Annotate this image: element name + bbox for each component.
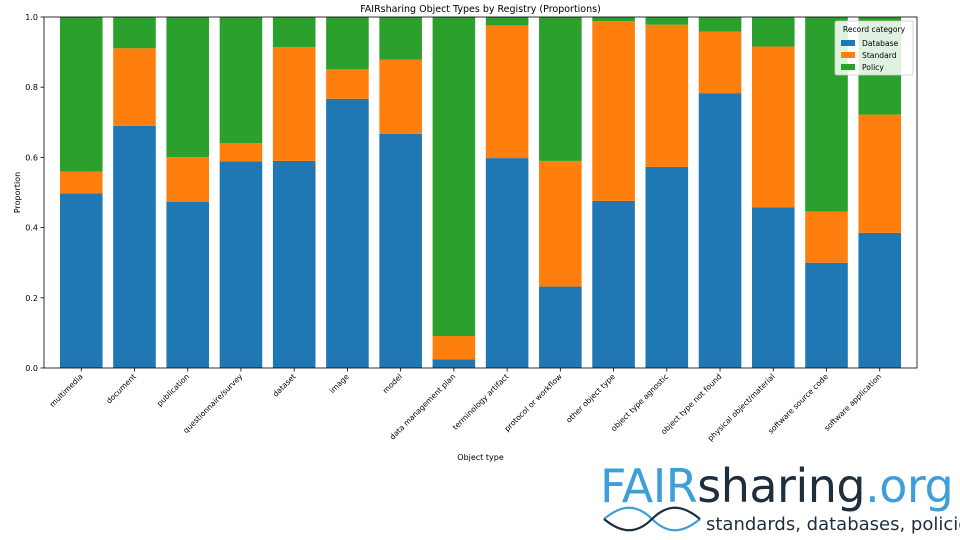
bar-database-13	[751, 207, 795, 368]
x-tick-label: document	[104, 372, 137, 405]
y-tick-label: 0.8	[25, 83, 38, 92]
x-tick-label: software source code	[766, 372, 830, 436]
y-tick-label: 0.4	[25, 224, 38, 233]
bar-database-6	[379, 133, 422, 368]
x-axis-label: Object type	[457, 453, 504, 462]
legend-swatch-standard	[841, 52, 855, 58]
bar-policy-11	[645, 17, 689, 25]
stacked-bar-chart: 0.0 0.2 0.4 0.6 0.8 1.0 multimedia document publ…	[13, 4, 918, 462]
bar-standard-7	[432, 336, 476, 360]
bar-standard-0	[59, 171, 103, 194]
bar-policy-8	[485, 17, 529, 26]
x-tick-label: other object type	[564, 372, 617, 425]
logo-sharing-text: sharing	[697, 459, 866, 513]
y-tick-label: 1.0	[25, 13, 38, 22]
bar-policy-0	[59, 17, 103, 172]
x-tick-label: software application	[822, 372, 883, 433]
legend-swatch-database	[841, 40, 855, 46]
x-tick-label: object type agnostic	[609, 372, 670, 433]
bar-policy-5	[326, 17, 369, 70]
x-tick-label: terminology artifact	[451, 372, 511, 432]
bar-policy-9	[539, 17, 582, 161]
bar-policy-2	[166, 17, 210, 158]
bar-policy-6	[379, 17, 422, 60]
chart-title: FAIRsharing Object Types by Registry (Pr…	[360, 4, 601, 15]
legend-box	[834, 20, 914, 76]
bar-standard-4	[272, 47, 316, 161]
bar-database-7	[432, 359, 476, 368]
bar-standard-15	[858, 114, 902, 233]
logo-wordmark: FAIRsharing.org	[600, 459, 954, 513]
bar-policy-4	[272, 17, 316, 48]
bar-standard-12	[698, 31, 742, 94]
bar-policy-13	[751, 17, 795, 47]
bar-database-1	[113, 125, 156, 368]
bar-database-2	[166, 201, 210, 368]
bar-standard-13	[751, 46, 795, 208]
logo-org-text: .org	[865, 459, 954, 513]
bar-database-8	[485, 158, 529, 368]
legend-swatch-policy	[841, 64, 855, 70]
bar-database-9	[539, 286, 582, 368]
bar-database-4	[272, 160, 316, 368]
y-tick-label: 0.2	[25, 294, 38, 303]
legend-label-standard: Standard	[862, 51, 897, 60]
bar-policy-1	[113, 17, 156, 49]
bar-database-11	[645, 166, 689, 368]
logo-fair-text: FAIR	[600, 459, 698, 513]
x-tick-label: object type not found	[659, 372, 723, 436]
bar-database-14	[805, 262, 848, 368]
bar-standard-14	[805, 211, 848, 263]
legend-title: Record category	[843, 25, 906, 34]
bar-database-15	[858, 232, 902, 368]
bar-standard-10	[592, 21, 635, 201]
bar-standard-9	[539, 160, 582, 287]
bar-policy-10	[592, 17, 635, 22]
bar-database-0	[59, 193, 103, 368]
bar-database-5	[326, 98, 369, 368]
legend-label-policy: Policy	[862, 63, 884, 72]
x-tick-label: dataset	[271, 372, 298, 399]
fairsharing-logo: FAIRsharing.org standards, databases, po…	[600, 460, 960, 536]
x-tick-label: questionnaire/survey	[181, 372, 244, 435]
bar-standard-1	[113, 48, 156, 126]
x-tick-label: protocol or workflow	[503, 372, 564, 433]
bar-standard-3	[219, 143, 263, 162]
plot-frame	[43, 16, 918, 369]
bar-policy-7	[432, 17, 476, 337]
dna-wave-icon	[603, 506, 701, 532]
bar-standard-6	[379, 59, 422, 134]
bar-policy-12	[698, 17, 742, 32]
x-tick-label: publication	[155, 372, 191, 408]
x-tick-label: model	[381, 372, 404, 395]
x-tick-label: multimedia	[48, 372, 85, 409]
legend-label-database: Database	[862, 39, 899, 48]
bar-standard-2	[166, 157, 210, 202]
y-tick-label: 0.0	[25, 364, 38, 373]
y-tick-label: 0.6	[25, 153, 38, 162]
bar-standard-11	[645, 24, 689, 167]
bar-standard-5	[326, 69, 369, 99]
bar-database-3	[219, 161, 263, 368]
x-tick-label: image	[328, 372, 351, 395]
y-axis-label: Proportion	[13, 172, 22, 213]
bar-database-10	[592, 200, 635, 368]
bar-database-12	[698, 93, 742, 369]
bar-policy-3	[219, 17, 263, 144]
logo-tagline: standards, databases, policies	[706, 514, 960, 535]
bar-standard-8	[485, 25, 529, 159]
